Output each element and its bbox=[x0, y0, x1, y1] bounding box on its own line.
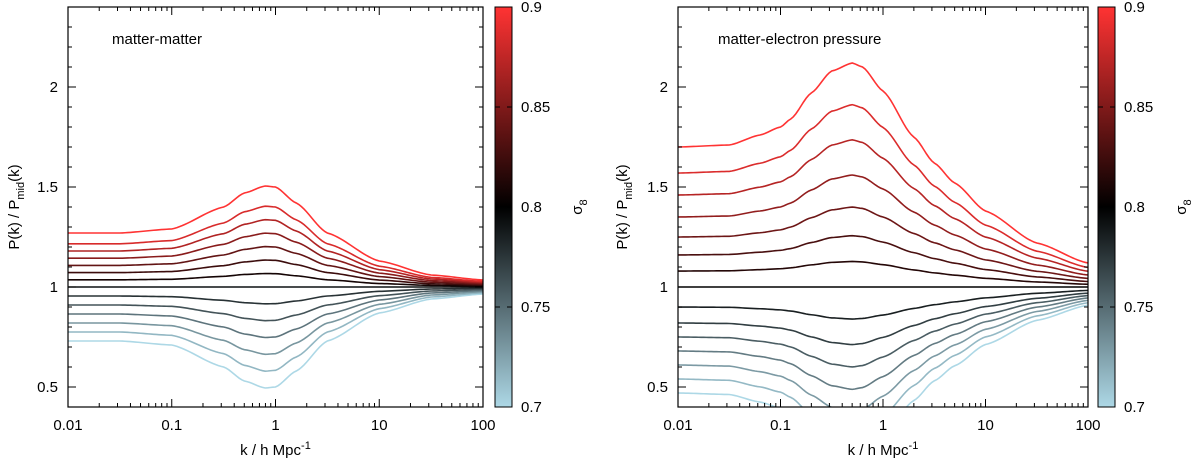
x-axis: 0.01 0.1 1 10 100 bbox=[663, 7, 1101, 434]
series-line-sigma8-0.767 bbox=[68, 288, 483, 322]
y-axis: 0.5 1 1.5 2 bbox=[647, 26, 1088, 396]
colorbar-label: σ8 bbox=[569, 199, 590, 214]
panel-2: 0.01 0.1 1 10 100 0.5 1 1.5 2 matter-electron pre… bbox=[614, 0, 1194, 459]
x-tick-label: 1 bbox=[271, 417, 279, 434]
x-axis-label: k / h Mpc-1 bbox=[240, 440, 311, 459]
y-tick-label: 1 bbox=[660, 279, 668, 296]
series-line-sigma8-0.917 bbox=[678, 103, 1088, 269]
x-axis-label: k / h Mpc-1 bbox=[848, 440, 919, 459]
colorbar-tick-label: 0.85 bbox=[1124, 99, 1153, 116]
series-group bbox=[68, 185, 483, 389]
x-axis: 0.01 0.1 1 10 100 bbox=[53, 7, 496, 434]
series-line-sigma8-0.933 bbox=[678, 62, 1088, 264]
series-line-sigma8-0.833 bbox=[68, 259, 483, 286]
colorbar-tick-label: 0.9 bbox=[1124, 0, 1145, 16]
x-tick-label: 0.1 bbox=[161, 417, 182, 434]
colorbar-tick-label: 0.8 bbox=[1124, 199, 1145, 216]
series-line-sigma8-0.883 bbox=[678, 174, 1088, 276]
y-tick-label: 2 bbox=[660, 79, 668, 96]
series-line-sigma8-0.717 bbox=[678, 301, 1088, 407]
y-tick-label: 1.5 bbox=[37, 179, 58, 196]
plot-frame bbox=[677, 6, 1089, 408]
series-line-sigma8-0.900 bbox=[678, 139, 1088, 273]
y-tick-label: 0.5 bbox=[647, 379, 668, 396]
x-tick-label: 100 bbox=[470, 417, 495, 434]
series-line-sigma8-0.783 bbox=[678, 292, 1088, 346]
colorbar-tick-label: 0.7 bbox=[521, 399, 542, 416]
x-tick-label: 10 bbox=[371, 417, 388, 434]
series-line-sigma8-0.850 bbox=[68, 245, 483, 285]
series-line-sigma8-0.917 bbox=[68, 185, 483, 281]
colorbar-tick-label: 0.7 bbox=[1124, 399, 1145, 416]
y-axis-label: P(k) / Pmid(k) bbox=[614, 164, 635, 249]
colorbar: 0.7 0.75 0.8 0.85 0.9 σ8 bbox=[1097, 0, 1194, 416]
colorbar-tick-label: 0.75 bbox=[521, 299, 550, 316]
y-axis-label: P(k) / Pmid(k) bbox=[6, 164, 27, 249]
colorbar-tick-label: 0.9 bbox=[521, 0, 542, 16]
y-tick-label: 2 bbox=[50, 79, 58, 96]
y-tick-label: 1.5 bbox=[647, 179, 668, 196]
series-line-sigma8-0.733 bbox=[68, 290, 483, 356]
y-axis: 0.5 1 1.5 2 bbox=[37, 26, 483, 396]
series-line-sigma8-0.833 bbox=[678, 260, 1088, 286]
colorbar-tick-label: 0.8 bbox=[521, 199, 542, 216]
series-line-sigma8-0.717 bbox=[68, 292, 483, 372]
series-group bbox=[678, 62, 1088, 407]
x-tick-label: 1 bbox=[879, 417, 887, 434]
panel-title: matter-matter bbox=[112, 31, 202, 48]
colorbar-tick-label: 0.75 bbox=[1124, 299, 1153, 316]
series-line-sigma8-0.867 bbox=[68, 232, 483, 285]
series-line-sigma8-0.867 bbox=[678, 206, 1088, 280]
colorbar-label: σ8 bbox=[1173, 199, 1194, 214]
y-tick-label: 1 bbox=[50, 279, 58, 296]
x-tick-label: 0.01 bbox=[663, 417, 692, 434]
series-line-sigma8-0.850 bbox=[678, 234, 1088, 283]
series-line-sigma8-0.883 bbox=[68, 218, 483, 284]
panel-1: 0.01 0.1 1 10 100 0.5 1 1.5 2 matter-matter k / h … bbox=[6, 0, 590, 459]
series-line-sigma8-0.750 bbox=[68, 289, 483, 339]
series-line-sigma8-0.817 bbox=[68, 272, 483, 287]
colorbar: 0.7 0.75 0.8 0.85 0.9 σ8 bbox=[494, 0, 590, 416]
series-line-sigma8-0.900 bbox=[68, 205, 483, 283]
series-line-sigma8-0.767 bbox=[678, 294, 1088, 368]
series-line-sigma8-0.733 bbox=[678, 299, 1088, 407]
y-tick-label: 0.5 bbox=[37, 379, 58, 396]
series-line-sigma8-0.700 bbox=[68, 293, 483, 389]
panel-title: matter-electron pressure bbox=[718, 31, 881, 48]
x-tick-label: 10 bbox=[977, 417, 994, 434]
colorbar-tick-label: 0.85 bbox=[521, 99, 550, 116]
series-line-sigma8-0.783 bbox=[68, 287, 483, 305]
x-tick-label: 100 bbox=[1075, 417, 1100, 434]
x-tick-label: 0.1 bbox=[770, 417, 791, 434]
series-line-sigma8-0.800 bbox=[678, 289, 1088, 320]
series-line-sigma8-0.750 bbox=[678, 297, 1088, 391]
series-line-sigma8-0.700 bbox=[678, 304, 1088, 407]
x-tick-label: 0.01 bbox=[53, 417, 82, 434]
